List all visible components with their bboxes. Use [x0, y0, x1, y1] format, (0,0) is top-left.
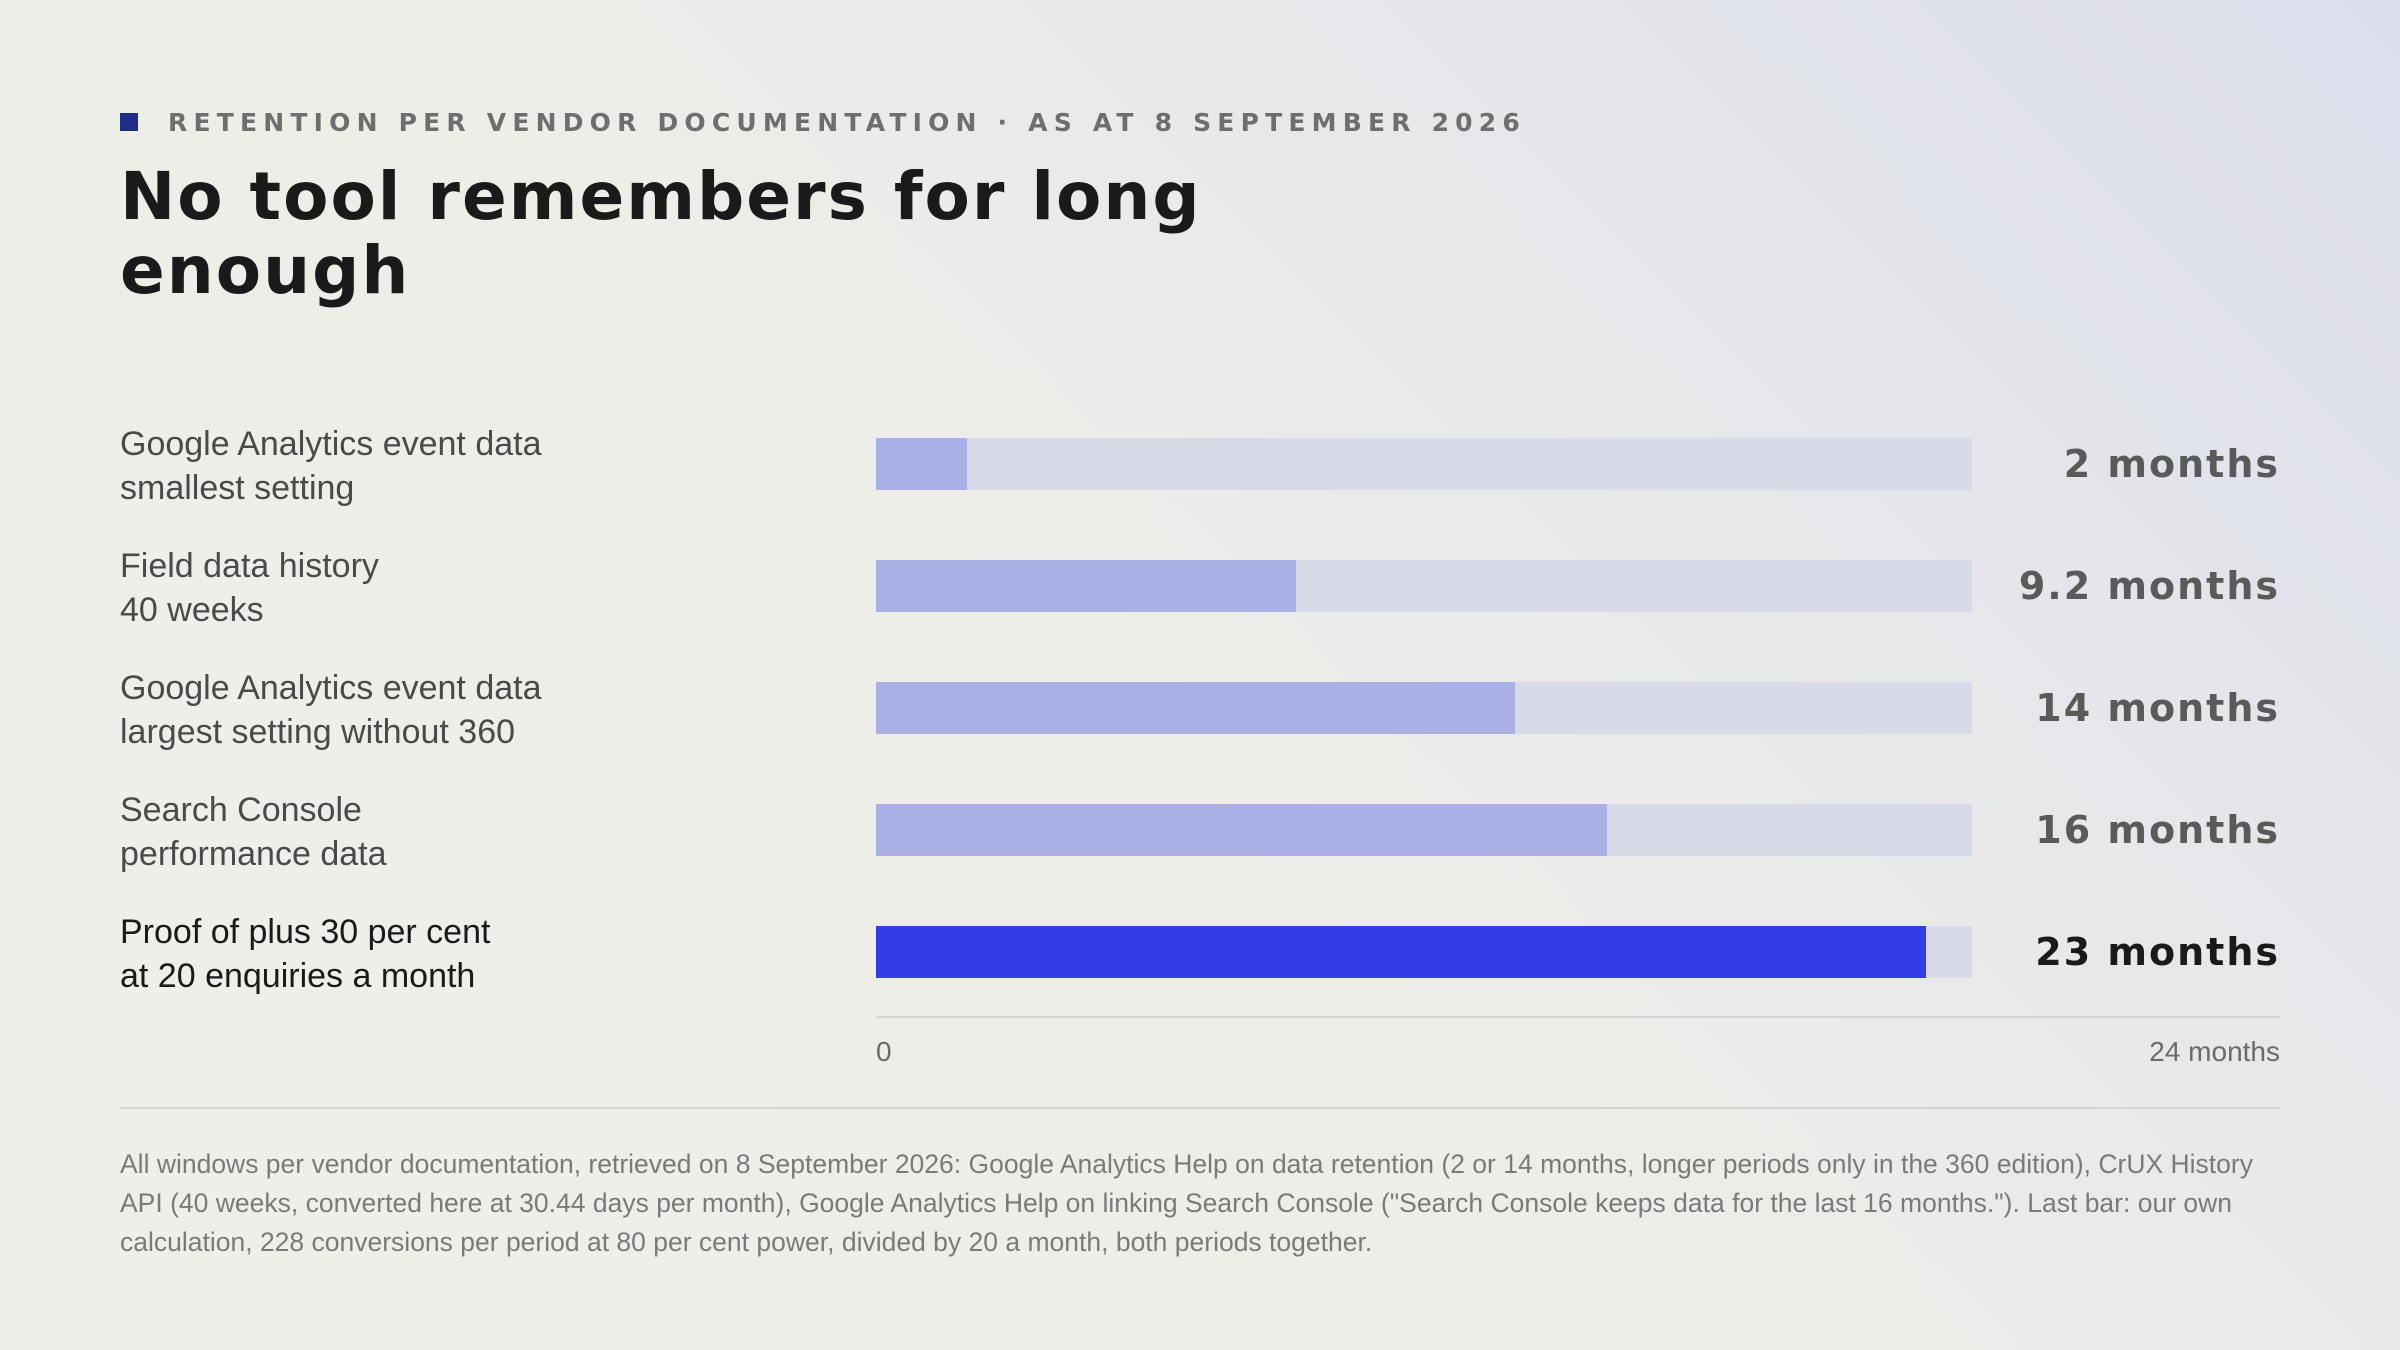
x-tick-label-max: 24 months: [2149, 1036, 2280, 1067]
bar-category-label-line: Search Console: [120, 791, 362, 829]
bar: [876, 682, 1516, 734]
footnote-divider: [120, 1107, 2280, 1109]
bar-category-label-line: Google Analytics event data: [120, 669, 542, 707]
bar-value-label: 9.2 months: [2018, 564, 2280, 608]
kicker: RETENTION PER VENDOR DOCUMENTATION · AS …: [120, 104, 1526, 140]
bar: [876, 438, 968, 490]
bar-track: [876, 560, 1972, 612]
bar-track: [876, 682, 1972, 734]
accent-square-icon: [120, 113, 138, 131]
bar-category-label-line: performance data: [120, 835, 387, 873]
bar-category-label: Google Analytics event data smallest sett…: [120, 422, 820, 510]
kicker-text: RETENTION PER VENDOR DOCUMENTATION · AS …: [168, 107, 1526, 137]
bar-track: [876, 804, 1972, 856]
bar: [876, 560, 1297, 612]
chart-title: No tool remembers for long enough: [120, 158, 1202, 309]
bar-value-label: 16 months: [2035, 808, 2280, 852]
bar-track: [876, 926, 1972, 978]
bar-category-label-line: smallest setting: [120, 469, 355, 507]
x-tick-label-min: 0: [876, 1036, 892, 1067]
bar-value-label: 14 months: [2035, 686, 2280, 730]
bar-category-label-line: 40 weeks: [120, 591, 264, 629]
bar-category-label-line: Proof of plus 30 per cent: [120, 913, 491, 951]
x-axis-line: [876, 1016, 2280, 1018]
bar-category-label-line: largest setting without 360: [120, 713, 516, 751]
bar-category-label-line: Google Analytics event data: [120, 425, 542, 463]
bar-category-label: Search Console performance data: [120, 788, 820, 876]
bar-row: Google Analytics event data smallest sett…: [0, 422, 2400, 542]
bar-track: [876, 438, 1972, 490]
bar-row: Field data history 40 weeks 9.2 months: [0, 544, 2400, 664]
bar-row: Proof of plus 30 per cent at 20 enquiries…: [0, 910, 2400, 1030]
bar-value-label: 23 months: [2035, 930, 2280, 974]
bar-category-label-line: Field data history: [120, 547, 379, 585]
bar: [876, 804, 1607, 856]
bar-category-label: Google Analytics event data largest setti…: [120, 666, 820, 754]
bar-category-label: Proof of plus 30 per cent at 20 enquiries…: [120, 910, 820, 998]
bar-row: Google Analytics event data largest setti…: [0, 666, 2400, 786]
bar-row: Search Console performance data 16 months: [0, 788, 2400, 908]
bar-category-label: Field data history 40 weeks: [120, 544, 820, 632]
footnote: All windows per vendor documentation, re…: [120, 1149, 2253, 1257]
bar-category-label-line: at 20 enquiries a month: [120, 957, 476, 995]
bar-value-label: 2 months: [2063, 442, 2280, 486]
bar: [876, 926, 1927, 978]
